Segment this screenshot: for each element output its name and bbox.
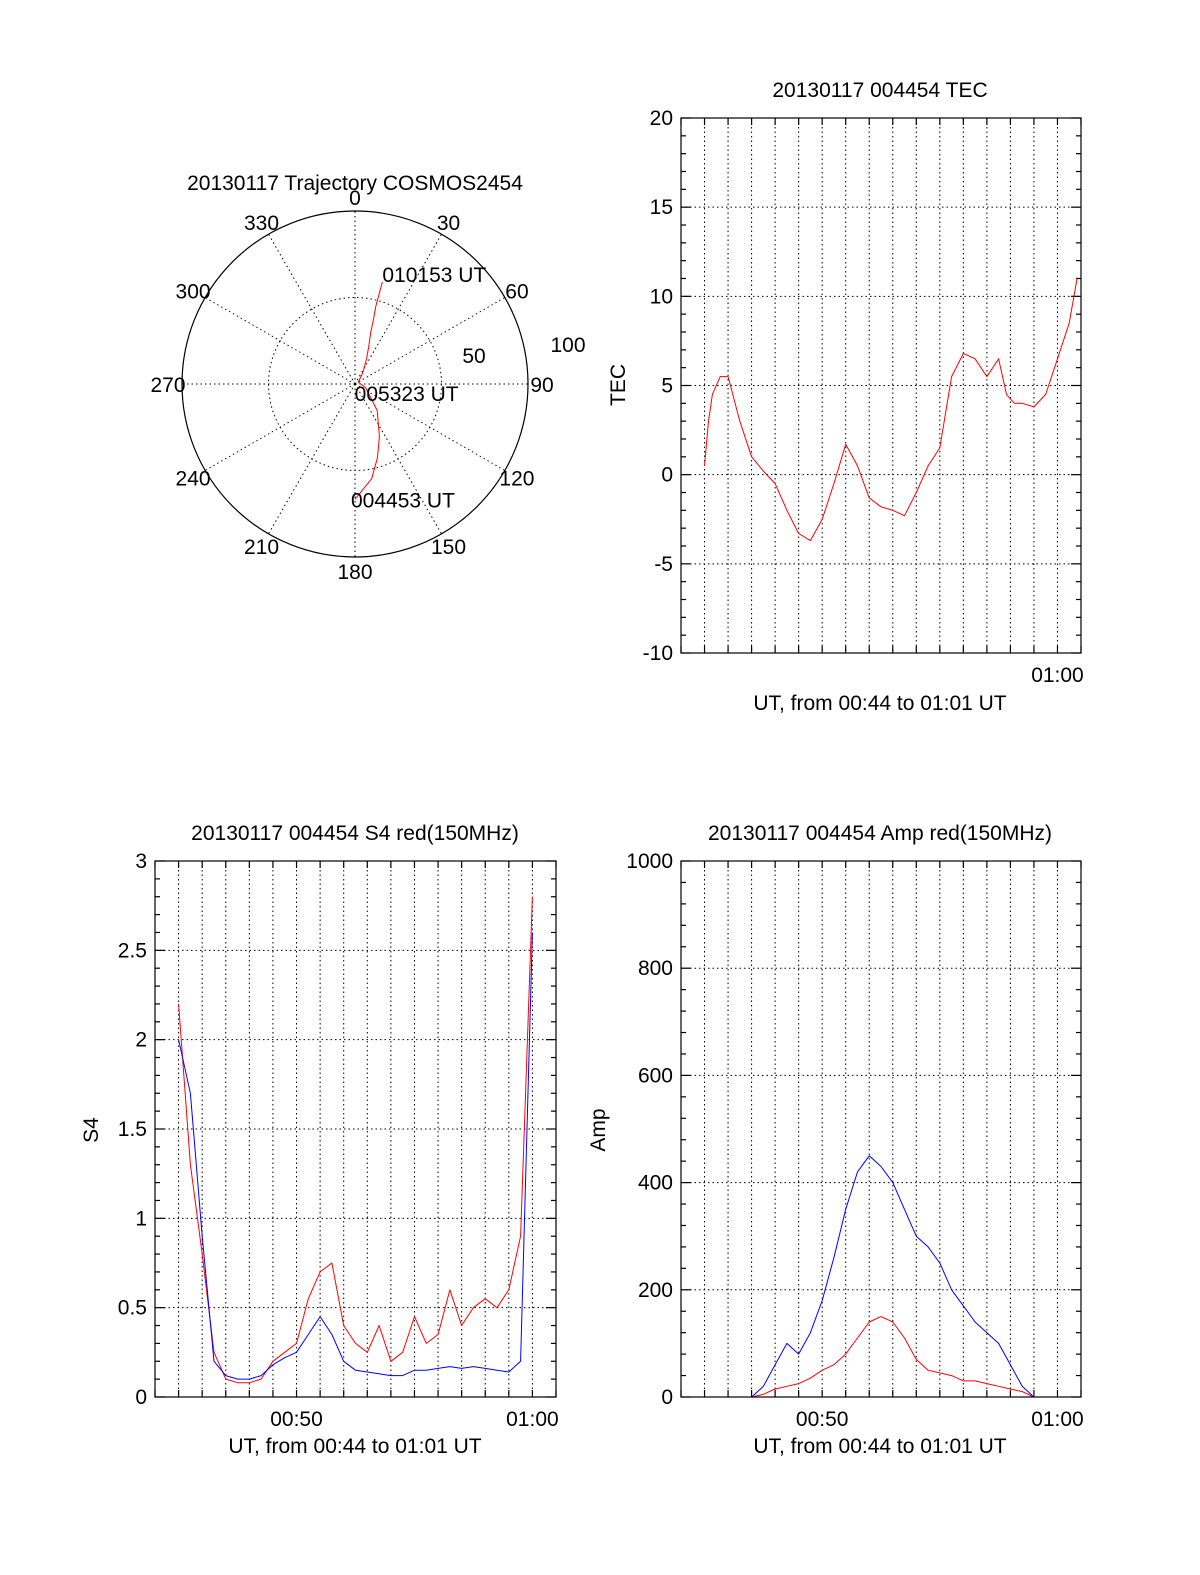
plot-frame [680,117,1082,654]
polar-angle-label: 300 [176,281,211,304]
y-tick-label: -10 [643,642,673,665]
y-tick-label: 20 [650,107,673,130]
polar-radius-label: 100 [550,334,585,357]
polar-angle-label: 90 [530,374,553,397]
y-tick-label: 0 [661,464,673,487]
y-tick-label: 600 [638,1064,673,1087]
x-tick-label: 00:50 [270,1408,323,1431]
y-tick-label: 3 [135,850,147,873]
polar-ring-100 [181,210,529,558]
tec-panel: 20130117 004454 TEC UT, from 00:44 to 01… [607,79,1084,715]
amp-xlabel: UT, from 00:44 to 01:01 UT [753,1435,1006,1458]
x-tick-label: 00:50 [796,1408,849,1431]
y-tick-label: 0 [135,1386,147,1409]
series-line [704,278,1078,542]
polar-spoke-240 [204,383,356,471]
tec-xlabel: UT, from 00:44 to 01:01 UT [753,692,1006,715]
y-tick-label: 800 [638,957,673,980]
y-tick-label: -5 [654,553,673,576]
y-tick-label: 200 [638,1279,673,1302]
trajectory-time-annotation: 010153 UT [382,264,486,287]
trajectory-time-annotation: 004453 UT [351,489,455,512]
polar-spoke-30 [354,233,442,385]
y-tick-label: 0 [661,1386,673,1409]
polar-angle-label: 210 [244,536,279,559]
amp-title: 20130117 004454 Amp red(150MHz) [708,822,1052,845]
y-tick-label: 1.5 [118,1118,147,1141]
polar-angle-label: 30 [437,212,460,235]
polar-angle-label: 330 [244,212,279,235]
y-tick-label: 0.5 [118,1297,147,1320]
y-tick-label: 15 [650,196,673,219]
x-tick-label: 01:00 [1031,1408,1084,1431]
s4-panel: 20130117 004454 S4 red(150MHz) UT, from … [80,822,559,1458]
tec-title: 20130117 004454 TEC [772,79,987,102]
s4-xlabel: UT, from 00:44 to 01:01 UT [228,1435,481,1458]
y-tick-label: 2 [135,1029,147,1052]
polar-spoke-150 [354,383,442,535]
polar-spoke-330 [268,233,356,385]
amp-ylabel: Amp [587,1108,610,1151]
trajectory-time-annotation: 005323 UT [355,383,459,406]
polar-angle-label: 0 [349,187,361,210]
series-line [704,1316,1078,1398]
s4-title: 20130117 004454 S4 red(150MHz) [191,822,519,845]
polar-spoke-60 [354,297,506,385]
y-tick-label: 400 [638,1172,673,1195]
s4-ylabel: S4 [80,1117,103,1143]
y-tick-label: 2.5 [118,939,147,962]
polar-angle-label: 270 [150,374,185,397]
series-line [178,896,533,1384]
y-tick-label: 5 [661,375,673,398]
polar-radius-label: 50 [462,345,485,368]
y-tick-label: 10 [650,285,673,308]
y-tick-label: 1 [135,1207,147,1230]
polar-spoke-120 [354,383,506,471]
polar-angle-label: 150 [431,536,466,559]
polar-spoke-210 [268,383,356,535]
y-tick-label: 1000 [626,850,673,873]
trajectory-line [354,281,383,500]
polar-angle-label: 180 [337,561,372,584]
polar-angle-label: 240 [176,468,211,491]
plot-frame [154,860,557,1398]
series-line [704,1155,1078,1398]
amp-panel: 20130117 004454 Amp red(150MHz) UT, from… [587,822,1084,1458]
polar-spoke-300 [204,297,356,385]
plot-frame [680,860,1082,1398]
tec-ylabel: TEC [607,364,630,406]
x-tick-label: 01:00 [1031,664,1084,687]
trajectory-title: 20130117 Trajectory COSMOS2454 [187,172,523,195]
polar-angle-label: 120 [499,468,534,491]
x-tick-label: 01:00 [506,1408,559,1431]
trajectory-panel: 20130117 Trajectory COSMOS2454 0 30 60 90 12… [150,172,585,584]
series-line [178,932,533,1380]
polar-angle-label: 60 [505,281,528,304]
